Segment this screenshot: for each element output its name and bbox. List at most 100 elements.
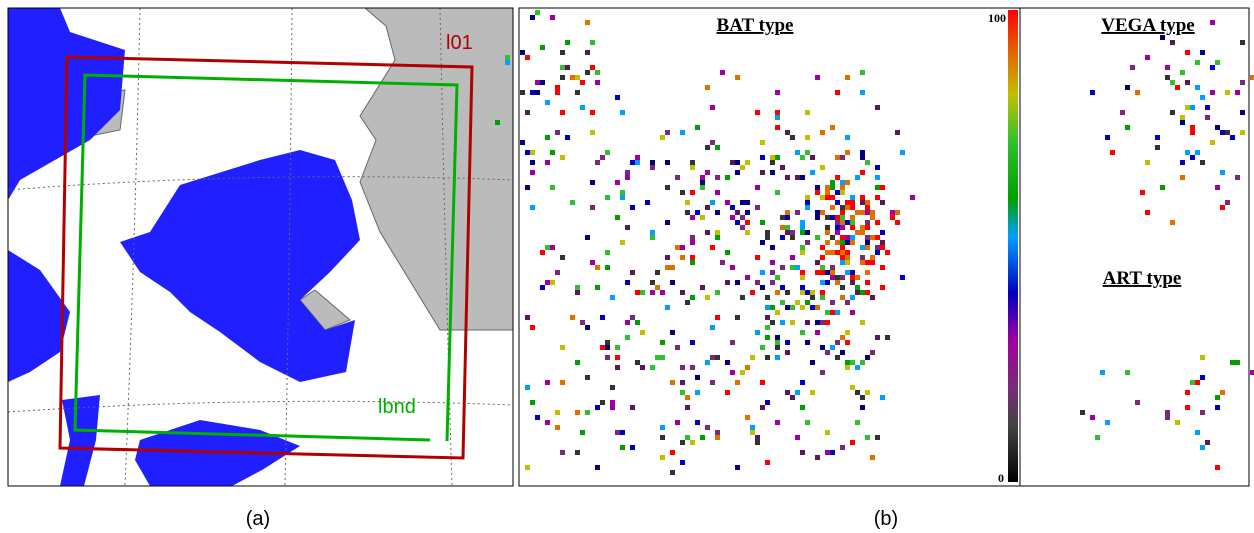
pixel <box>700 215 705 220</box>
pixel <box>1240 40 1245 45</box>
pixel <box>1175 85 1180 90</box>
pixel <box>780 225 785 230</box>
pixel <box>775 90 780 95</box>
pixel <box>1185 405 1190 410</box>
pixel <box>615 95 620 100</box>
pixel <box>880 395 885 400</box>
pixel <box>585 375 590 380</box>
pixel <box>710 325 715 330</box>
pixel <box>1250 75 1254 80</box>
pixel <box>815 185 820 190</box>
pixel <box>730 370 735 375</box>
pixel <box>635 160 640 165</box>
pixel <box>690 260 695 265</box>
pixel <box>630 270 635 275</box>
pixel <box>1190 125 1195 130</box>
pixel <box>785 340 790 345</box>
pixel <box>605 150 610 155</box>
pixel <box>715 190 720 195</box>
pixel <box>520 50 525 55</box>
pixel <box>780 215 785 220</box>
pixel <box>870 350 875 355</box>
pixel <box>775 355 780 360</box>
pixel <box>850 200 855 205</box>
pixel <box>785 175 790 180</box>
pixel <box>815 320 820 325</box>
pixel <box>860 360 865 365</box>
pixel <box>590 65 595 70</box>
pixel <box>615 430 620 435</box>
pixel <box>865 260 870 265</box>
pixel <box>565 135 570 140</box>
pixel <box>855 210 860 215</box>
pixel <box>870 210 875 215</box>
pixel <box>860 395 865 400</box>
pixel <box>545 380 550 385</box>
pixel <box>635 360 640 365</box>
pixel <box>840 295 845 300</box>
pixel <box>820 280 825 285</box>
pixel <box>1220 170 1225 175</box>
pixel <box>675 245 680 250</box>
pixel <box>685 435 690 440</box>
pixel <box>805 135 810 140</box>
pixel <box>880 285 885 290</box>
pixel <box>750 355 755 360</box>
pixel <box>525 185 530 190</box>
pixel <box>1165 75 1170 80</box>
pixel <box>535 10 540 15</box>
pixel <box>840 260 845 265</box>
pixel <box>1210 140 1215 145</box>
pixel <box>610 385 615 390</box>
pixel <box>870 235 875 240</box>
pixel <box>700 175 705 180</box>
pixel <box>850 220 855 225</box>
pixel <box>1170 220 1175 225</box>
pixel <box>775 335 780 340</box>
pixel <box>1130 65 1135 70</box>
pixel <box>855 285 860 290</box>
pixel <box>555 425 560 430</box>
pixel <box>855 175 860 180</box>
pixel <box>630 405 635 410</box>
pixel <box>705 145 710 150</box>
pixel <box>550 15 555 20</box>
pixel <box>545 420 550 425</box>
pixel <box>880 230 885 235</box>
pixel <box>680 130 685 135</box>
pixel <box>545 245 550 250</box>
pixel <box>680 365 685 370</box>
pixel <box>650 235 655 240</box>
outer-domain-label: l01 <box>446 32 473 54</box>
pixel <box>745 230 750 235</box>
map-title: BAT type <box>717 15 794 36</box>
pixel <box>805 420 810 425</box>
pixel <box>845 300 850 305</box>
pixel <box>710 200 715 205</box>
pixel <box>555 410 560 415</box>
inner-domain-label: lbnd <box>378 396 416 418</box>
pixel <box>685 395 690 400</box>
pixel <box>1200 50 1205 55</box>
pixel <box>780 265 785 270</box>
pixel <box>705 425 710 430</box>
pixel <box>560 110 565 115</box>
pixel <box>1195 60 1200 65</box>
pixel <box>705 170 710 175</box>
pixel <box>840 210 845 215</box>
pixel <box>715 290 720 295</box>
pixel <box>825 430 830 435</box>
pixel <box>830 265 835 270</box>
pixel <box>1200 95 1205 100</box>
pixel <box>715 430 720 435</box>
pixel <box>725 360 730 365</box>
pixel <box>770 305 775 310</box>
pixel <box>850 440 855 445</box>
pixel <box>1175 420 1180 425</box>
pixel <box>690 340 695 345</box>
pixel <box>640 290 645 295</box>
pixel <box>710 355 715 360</box>
pixel <box>680 460 685 465</box>
pixel <box>550 280 555 285</box>
pixel <box>835 200 840 205</box>
